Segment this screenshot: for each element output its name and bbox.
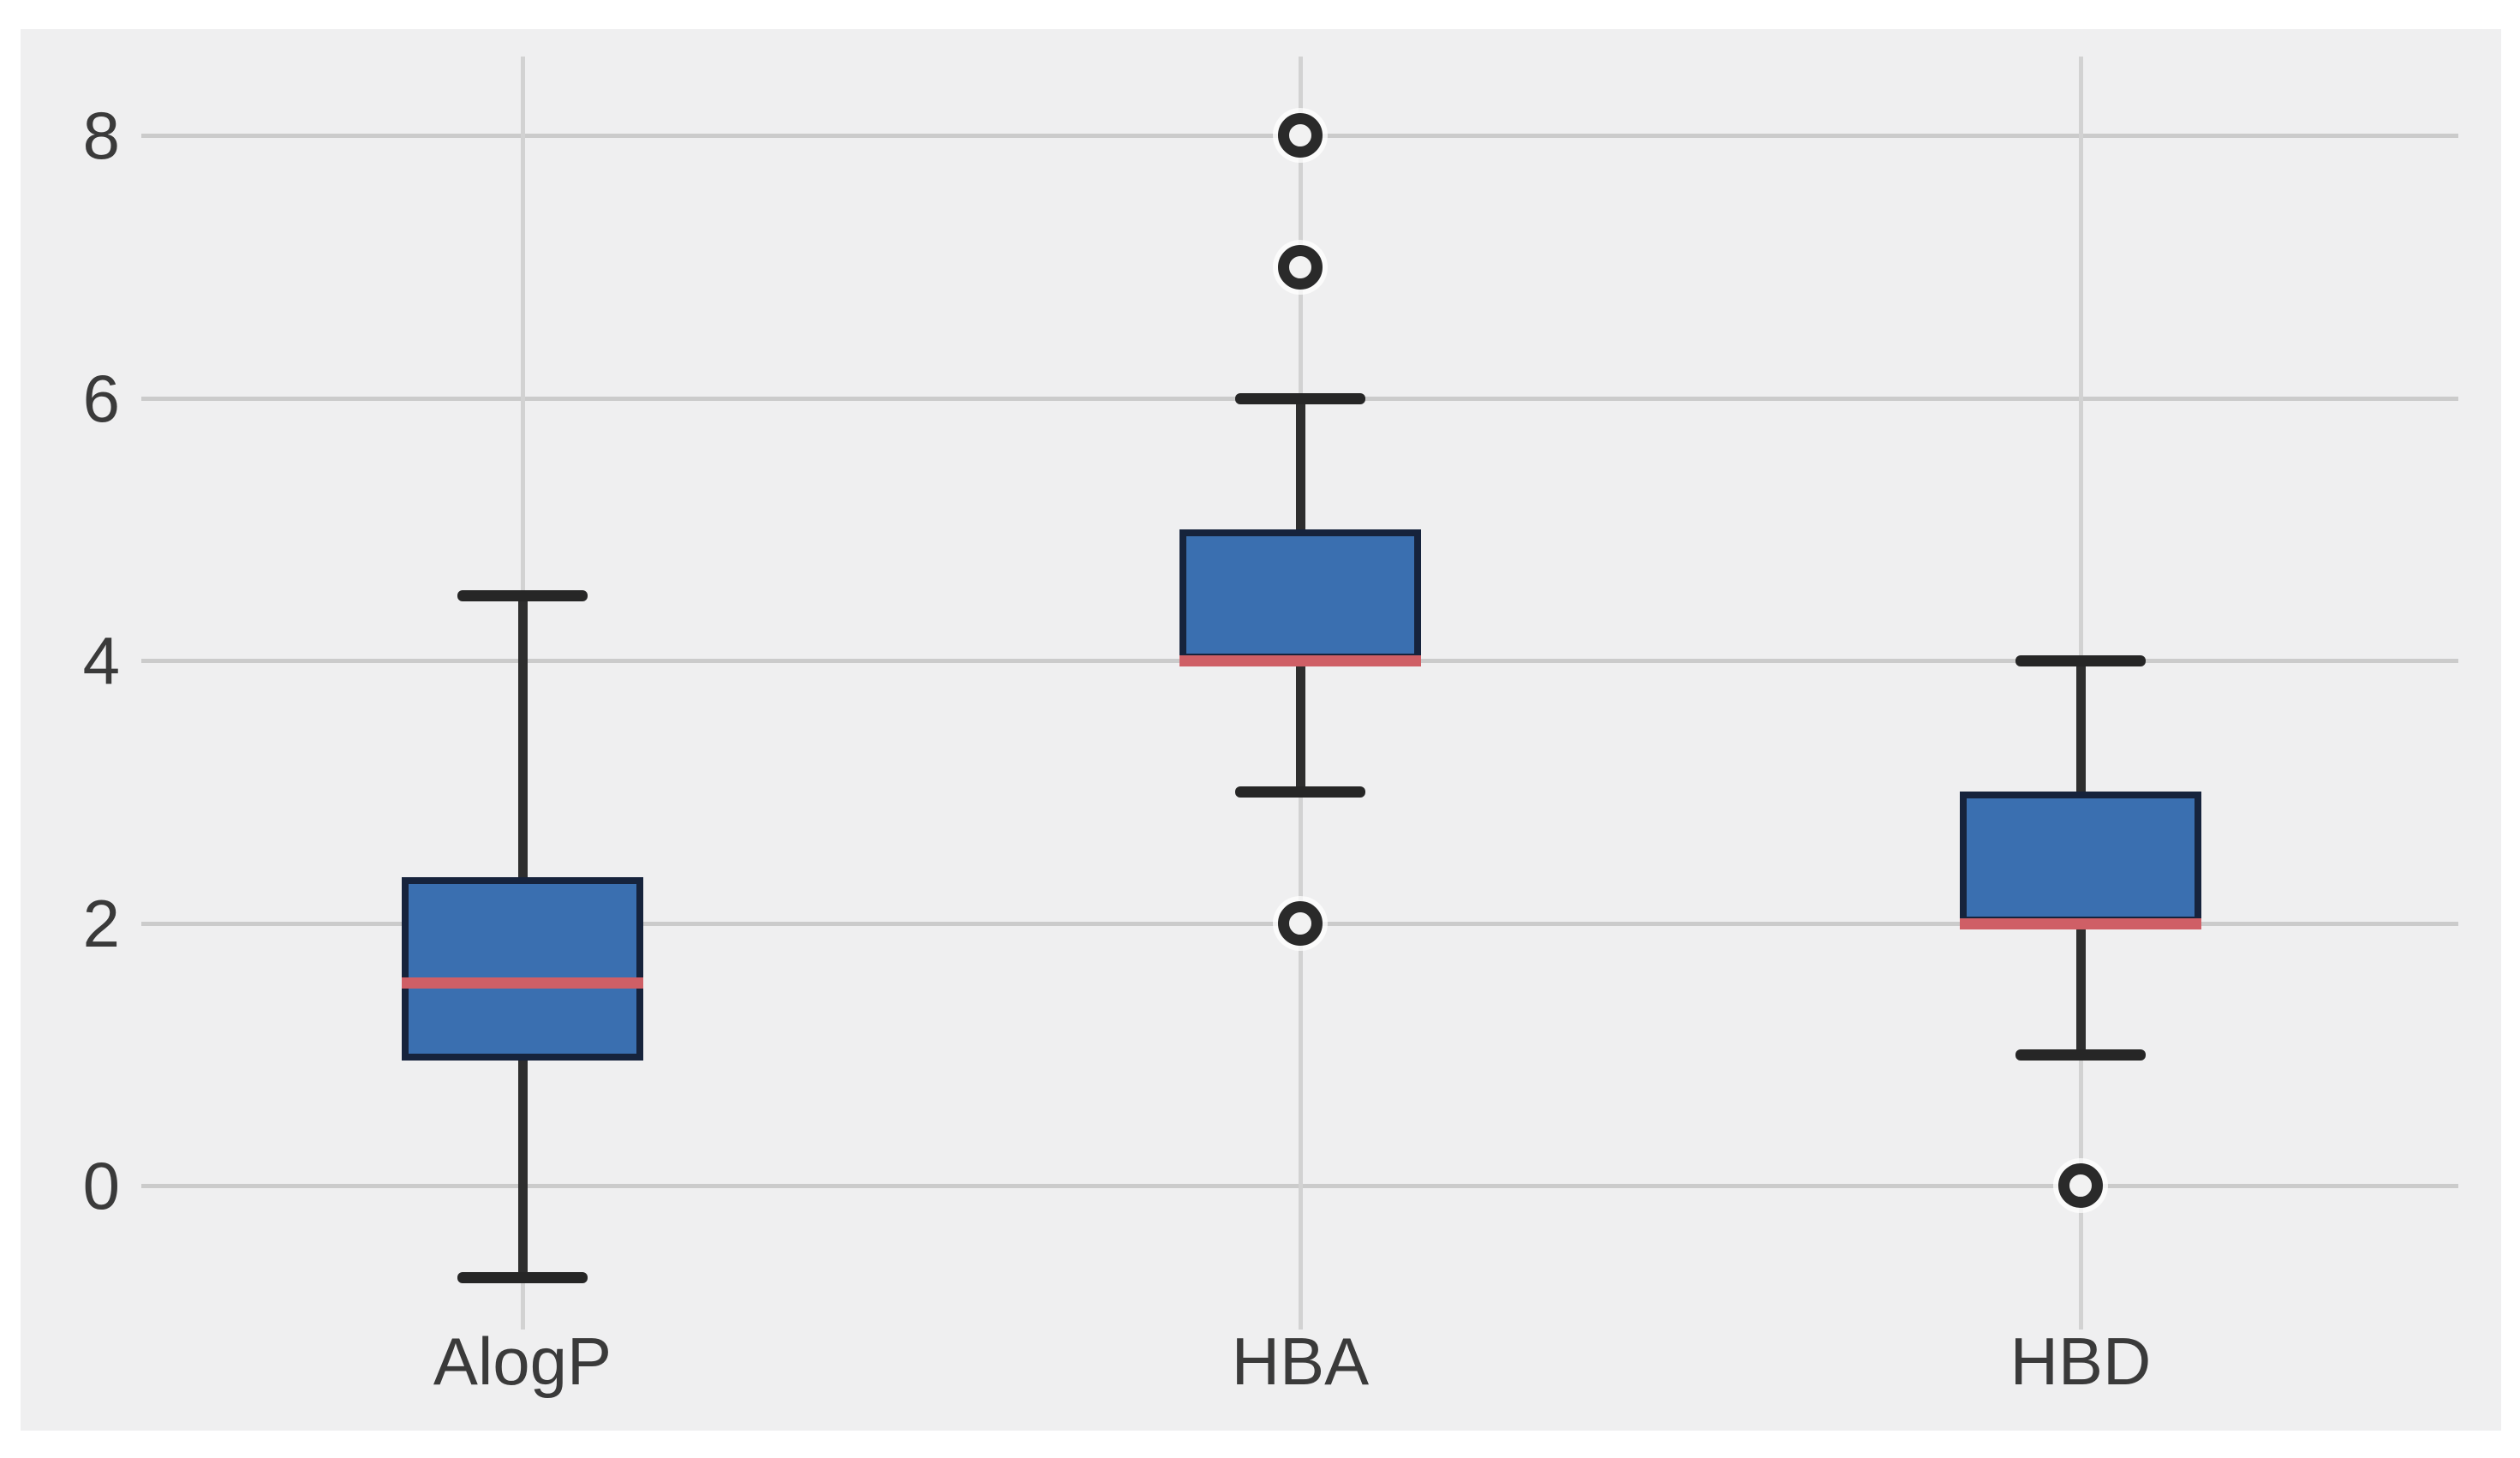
y-tick-label: 0	[82, 1148, 120, 1223]
outlier-point	[1278, 245, 1323, 290]
lower-whisker	[518, 1061, 528, 1277]
upper-whisker	[518, 595, 528, 877]
plot-panel	[21, 29, 2501, 1431]
upper-whisker-cap	[457, 590, 588, 601]
x-tick-label-hba: HBA	[1231, 1324, 1370, 1399]
x-tick-label-hbd: HBD	[2009, 1324, 2152, 1399]
lower-whisker-cap	[1235, 786, 1365, 798]
y-tick-label: 2	[82, 886, 120, 961]
outlier-point	[1278, 901, 1323, 946]
upper-whisker-cap	[1235, 393, 1365, 404]
y-tick-label: 8	[82, 98, 120, 173]
median-line	[1179, 655, 1421, 666]
lower-whisker	[1296, 660, 1305, 792]
y-tick-label: 6	[82, 361, 120, 436]
median-line	[1960, 918, 2201, 929]
y-tick-label: 4	[82, 623, 120, 698]
lower-whisker-cap	[457, 1272, 588, 1283]
iqr-box-hba	[1179, 529, 1421, 660]
iqr-box-alogp	[402, 877, 643, 1061]
lower-whisker	[2076, 923, 2086, 1055]
outlier-point	[1278, 113, 1323, 158]
upper-whisker-cap	[2015, 655, 2146, 666]
upper-whisker	[1296, 398, 1305, 529]
outlier-point	[2058, 1163, 2103, 1208]
lower-whisker-cap	[2015, 1049, 2146, 1061]
iqr-box-hbd	[1960, 792, 2201, 923]
x-tick-label-alogp: AlogP	[433, 1324, 612, 1399]
upper-whisker	[2076, 660, 2086, 792]
median-line	[402, 977, 643, 989]
